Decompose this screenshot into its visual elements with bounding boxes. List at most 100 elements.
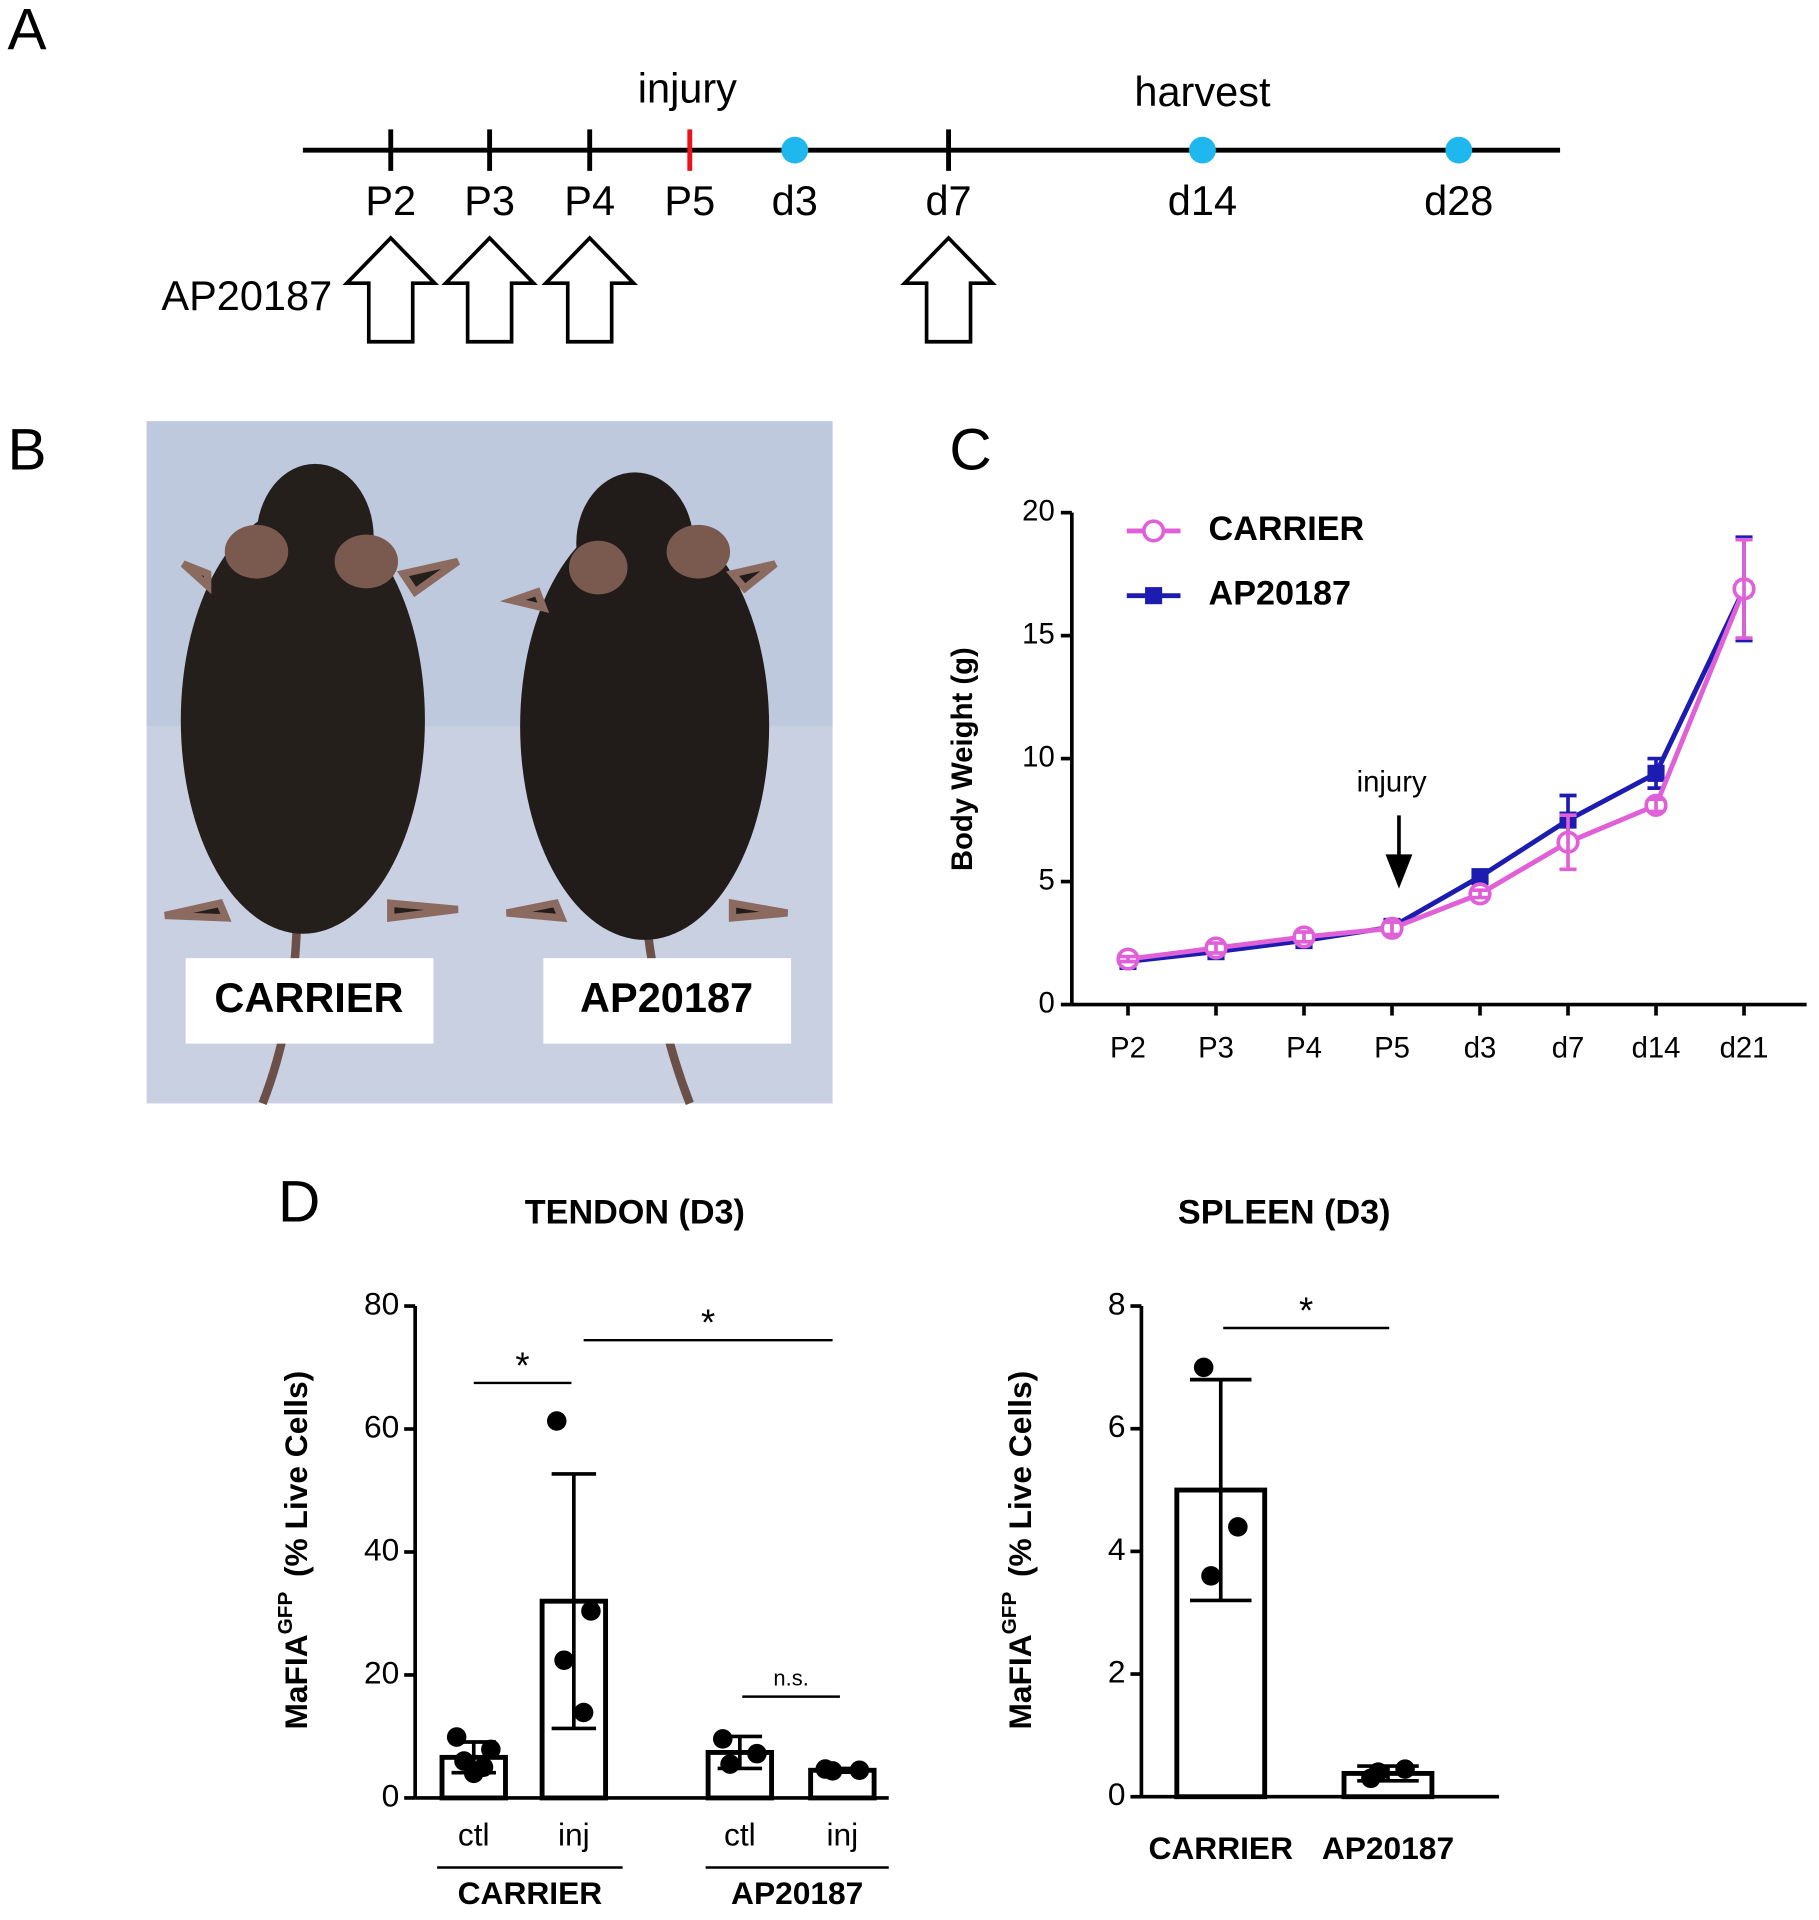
point (1145, 587, 1163, 605)
series-line (1127, 587, 1747, 962)
data-point (463, 1763, 484, 1784)
x-tick-label: d21 (1720, 1031, 1769, 1064)
x-tick-label: CARRIER (1149, 1830, 1294, 1866)
y-tick-label: 15 (1022, 617, 1055, 650)
data-point (849, 1760, 870, 1781)
treatment-label: AP20187 (161, 272, 332, 319)
data-point (446, 1727, 467, 1747)
y-tick-label: 80 (364, 1285, 399, 1321)
data-point (720, 1754, 740, 1774)
y-tick-label: 2 (1108, 1653, 1126, 1689)
panel-label: D (278, 1169, 320, 1234)
data-point (712, 1729, 733, 1749)
mouse-left (164, 463, 461, 1105)
x-tick-label: inj (558, 1816, 590, 1852)
x-tick-label: AP20187 (1322, 1830, 1454, 1866)
series-line (1127, 587, 1747, 964)
label-box (543, 958, 792, 1044)
y-label-text: MaFIA (1002, 1634, 1038, 1729)
y-tick-label: 40 (364, 1531, 399, 1567)
chart-title: SPLEEN (D3) (1178, 1194, 1391, 1232)
y-axis-label: Body Weight (g) (946, 647, 979, 871)
data-point (747, 1743, 767, 1764)
point (1142, 519, 1166, 543)
group-label: AP20187 (731, 1875, 863, 1911)
label-box (185, 958, 434, 1044)
x-tick-label: inj (826, 1816, 858, 1852)
data-point (1395, 1759, 1415, 1779)
y-tick-label: 10 (1022, 740, 1055, 773)
timeline-dot (781, 136, 809, 164)
data-point (546, 1411, 567, 1431)
y-tick-label: 20 (364, 1654, 399, 1690)
timeline-label: P4 (564, 177, 615, 224)
photo-label: CARRIER (214, 974, 403, 1021)
y-tick-label: 0 (382, 1777, 400, 1813)
timeline-label: d14 (1168, 177, 1237, 224)
injury-label: injury (638, 65, 737, 112)
panel-label: C (949, 418, 991, 483)
timeline-label: P2 (365, 177, 416, 224)
dose-arrow (342, 235, 440, 344)
y-label-suffix: (% Live Cells) (1002, 1371, 1038, 1577)
mouse-photo: CARRIER AP20187 (146, 421, 833, 1105)
legend-label: CARRIER (1209, 510, 1365, 548)
data-point (1201, 1566, 1221, 1586)
data-point (554, 1650, 574, 1670)
y-tick-label: 0 (1108, 1776, 1126, 1812)
dose-arrow (541, 235, 638, 344)
y-axis-label: MaFIAGFP (% Live Cells) (274, 1371, 314, 1730)
significance-label: * (701, 1302, 715, 1343)
data-point (1368, 1762, 1388, 1782)
x-tick-label: P5 (1374, 1031, 1410, 1064)
timeline-dot (1189, 136, 1216, 164)
y-axis-label: MaFIAGFP (% Live Cells) (998, 1371, 1038, 1730)
data-point (822, 1761, 843, 1781)
y-label-text: MaFIA (279, 1634, 315, 1729)
y-tick-label: 6 (1108, 1408, 1126, 1444)
panel-label: B (7, 418, 46, 483)
y-tick-label: 60 (364, 1408, 399, 1444)
significance-label: n.s. (773, 1665, 808, 1690)
y-tick-label: 0 (1038, 986, 1054, 1019)
data-point (1193, 1357, 1214, 1378)
y-tick-label: 20 (1022, 494, 1055, 527)
x-tick-label: d3 (1464, 1031, 1497, 1064)
timeline-label: P3 (464, 177, 515, 224)
y-label-sup: GFP (274, 1592, 297, 1635)
group-label: CARRIER (458, 1875, 603, 1911)
x-tick-label: P4 (1286, 1031, 1322, 1064)
chart-title: TENDON (D3) (525, 1194, 745, 1232)
mouse-right (499, 472, 789, 1105)
timeline-label: d28 (1424, 177, 1493, 224)
y-tick-label: 4 (1108, 1531, 1126, 1567)
arrow-head (1385, 854, 1413, 889)
panel-label: A (7, 0, 46, 63)
annotation: injury (1357, 765, 1427, 798)
timeline-dot (1445, 136, 1473, 164)
x-tick-label: d7 (1552, 1031, 1585, 1064)
y-label-suffix: (% Live Cells) (279, 1371, 315, 1577)
dose-arrow (900, 235, 997, 344)
photo-label: AP20187 (580, 974, 753, 1021)
timeline-label: d7 (925, 177, 971, 224)
harvest-label: harvest (1134, 68, 1271, 115)
significance-label: * (515, 1345, 529, 1386)
data-point (573, 1702, 594, 1723)
y-tick-label: 5 (1038, 863, 1054, 896)
x-tick-label: ctl (724, 1816, 756, 1852)
timeline-label: P5 (664, 177, 715, 224)
data-point (581, 1601, 601, 1621)
data-point (481, 1739, 501, 1760)
x-tick-label: d14 (1632, 1031, 1681, 1064)
x-tick-label: P3 (1198, 1031, 1234, 1064)
significance-label: * (1299, 1290, 1313, 1331)
dose-arrow (441, 235, 538, 344)
x-tick-label: ctl (458, 1816, 490, 1852)
timeline-label: d3 (772, 177, 818, 224)
y-label-sup: GFP (998, 1592, 1021, 1635)
x-tick-label: P2 (1110, 1031, 1146, 1064)
data-point (1228, 1517, 1248, 1537)
